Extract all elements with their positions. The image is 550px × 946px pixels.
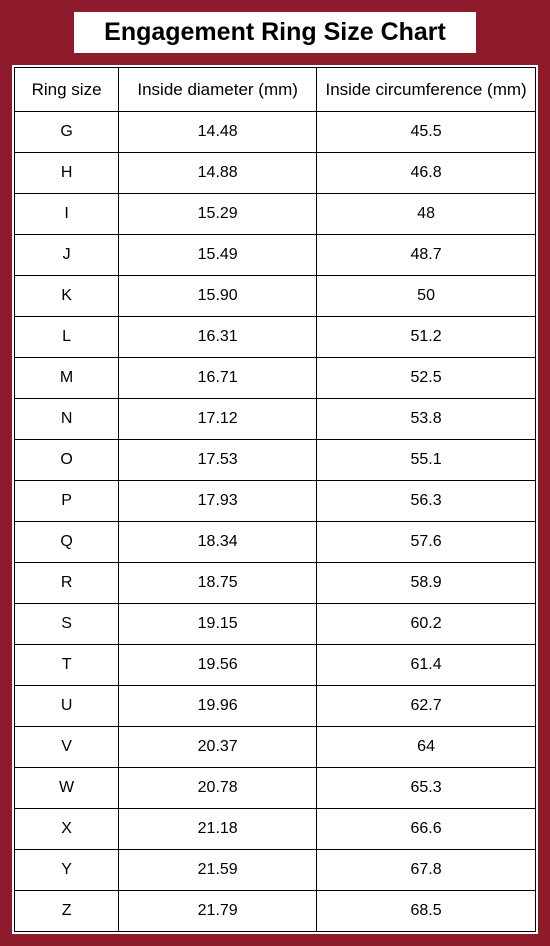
table-row: J15.4948.7 [15, 235, 536, 276]
table-header-row: Ring size Inside diameter (mm) Inside ci… [15, 68, 536, 112]
cell-circumference: 64 [317, 727, 536, 768]
cell-circumference: 61.4 [317, 645, 536, 686]
cell-circumference: 68.5 [317, 891, 536, 932]
cell-diameter: 17.53 [119, 440, 317, 481]
cell-ring-size: I [15, 194, 119, 235]
col-header-circumference: Inside circumference (mm) [317, 68, 536, 112]
cell-diameter: 18.75 [119, 563, 317, 604]
cell-ring-size: Q [15, 522, 119, 563]
table-row: P17.9356.3 [15, 481, 536, 522]
cell-circumference: 56.3 [317, 481, 536, 522]
cell-diameter: 20.37 [119, 727, 317, 768]
cell-circumference: 67.8 [317, 850, 536, 891]
cell-ring-size: N [15, 399, 119, 440]
cell-diameter: 19.56 [119, 645, 317, 686]
table-row: T19.5661.4 [15, 645, 536, 686]
cell-ring-size: K [15, 276, 119, 317]
cell-ring-size: T [15, 645, 119, 686]
table-row: L16.3151.2 [15, 317, 536, 358]
cell-diameter: 14.48 [119, 112, 317, 153]
table-row: X21.1866.6 [15, 809, 536, 850]
table-row: N17.1253.8 [15, 399, 536, 440]
cell-ring-size: H [15, 153, 119, 194]
cell-circumference: 45.5 [317, 112, 536, 153]
cell-circumference: 66.6 [317, 809, 536, 850]
cell-diameter: 21.59 [119, 850, 317, 891]
cell-ring-size: G [15, 112, 119, 153]
cell-diameter: 15.29 [119, 194, 317, 235]
cell-circumference: 51.2 [317, 317, 536, 358]
cell-diameter: 14.88 [119, 153, 317, 194]
ring-size-table: Ring size Inside diameter (mm) Inside ci… [14, 67, 536, 932]
cell-diameter: 17.93 [119, 481, 317, 522]
cell-ring-size: L [15, 317, 119, 358]
cell-diameter: 21.18 [119, 809, 317, 850]
cell-diameter: 16.71 [119, 358, 317, 399]
chart-title: Engagement Ring Size Chart [104, 18, 446, 47]
cell-diameter: 19.15 [119, 604, 317, 645]
cell-ring-size: P [15, 481, 119, 522]
cell-diameter: 15.90 [119, 276, 317, 317]
cell-ring-size: V [15, 727, 119, 768]
cell-ring-size: W [15, 768, 119, 809]
cell-circumference: 57.6 [317, 522, 536, 563]
table-row: Z21.7968.5 [15, 891, 536, 932]
cell-circumference: 53.8 [317, 399, 536, 440]
cell-diameter: 15.49 [119, 235, 317, 276]
table-row: I15.2948 [15, 194, 536, 235]
table-row: O17.5355.1 [15, 440, 536, 481]
table-row: Q18.3457.6 [15, 522, 536, 563]
cell-ring-size: S [15, 604, 119, 645]
cell-circumference: 65.3 [317, 768, 536, 809]
cell-circumference: 48.7 [317, 235, 536, 276]
cell-circumference: 46.8 [317, 153, 536, 194]
cell-circumference: 55.1 [317, 440, 536, 481]
cell-circumference: 60.2 [317, 604, 536, 645]
table-row: G14.4845.5 [15, 112, 536, 153]
cell-ring-size: J [15, 235, 119, 276]
cell-ring-size: O [15, 440, 119, 481]
table-row: W20.7865.3 [15, 768, 536, 809]
cell-circumference: 48 [317, 194, 536, 235]
col-header-ring-size: Ring size [15, 68, 119, 112]
cell-circumference: 62.7 [317, 686, 536, 727]
table-row: R18.7558.9 [15, 563, 536, 604]
table-row: H14.8846.8 [15, 153, 536, 194]
cell-ring-size: X [15, 809, 119, 850]
cell-ring-size: R [15, 563, 119, 604]
cell-diameter: 18.34 [119, 522, 317, 563]
cell-diameter: 16.31 [119, 317, 317, 358]
table-row: V20.3764 [15, 727, 536, 768]
ring-size-table-container: Ring size Inside diameter (mm) Inside ci… [12, 65, 538, 934]
cell-ring-size: Y [15, 850, 119, 891]
table-row: Y21.5967.8 [15, 850, 536, 891]
cell-ring-size: M [15, 358, 119, 399]
cell-diameter: 17.12 [119, 399, 317, 440]
cell-circumference: 58.9 [317, 563, 536, 604]
table-row: U19.9662.7 [15, 686, 536, 727]
cell-diameter: 20.78 [119, 768, 317, 809]
table-row: M16.7152.5 [15, 358, 536, 399]
table-row: K15.9050 [15, 276, 536, 317]
cell-ring-size: U [15, 686, 119, 727]
cell-ring-size: Z [15, 891, 119, 932]
cell-diameter: 21.79 [119, 891, 317, 932]
cell-circumference: 52.5 [317, 358, 536, 399]
table-row: S19.1560.2 [15, 604, 536, 645]
col-header-diameter: Inside diameter (mm) [119, 68, 317, 112]
cell-diameter: 19.96 [119, 686, 317, 727]
chart-title-box: Engagement Ring Size Chart [74, 12, 476, 53]
cell-circumference: 50 [317, 276, 536, 317]
